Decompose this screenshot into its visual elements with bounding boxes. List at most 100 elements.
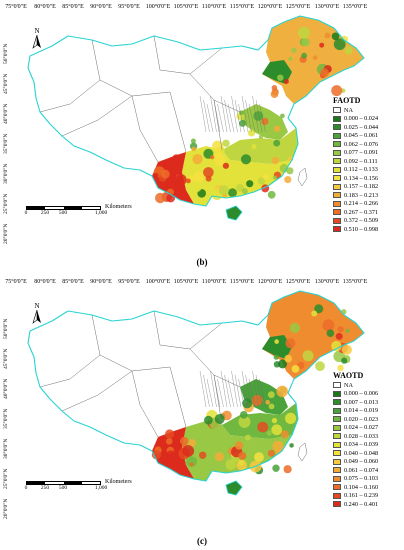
latitude-label: 50°0'0"N [3,318,9,339]
county-patch [283,79,289,84]
scale-tick: 250 [40,210,50,216]
county-patch [345,328,350,333]
map-canvas [27,290,365,496]
legend-label: 0.214 – 0.266 [344,200,379,208]
county-patch [344,46,353,55]
county-patch [218,185,229,196]
legend-title: WAOTD [333,371,364,380]
county-boundary [91,39,171,97]
county-patch [214,452,224,462]
county-patch [280,113,285,119]
county-patch [175,174,187,186]
county-patch [247,129,256,137]
legend-item: 0.183 – 0.213 [333,191,403,200]
county-patch [160,169,170,179]
county-patch [331,32,340,41]
longitude-label: 95°0'0"E [118,4,140,10]
county-patch [258,134,264,139]
county-patch [266,430,272,436]
legend-label: 0.077 – 0.091 [344,149,379,157]
legend-item: NA [333,106,403,115]
legend-label: NA [344,381,353,389]
county-patch [242,188,248,195]
region-north-china [240,379,288,415]
scale-bar: Kilometers 0 250 500 1,000 [24,479,136,493]
latitude-label: 25°0'0"N [3,193,9,214]
county-patch [289,322,300,334]
longitude-label: 80°0'0"E [34,4,56,10]
latitude-label: 20°0'0"N [3,223,9,244]
legend-swatch [333,399,341,406]
county-patch [331,340,342,352]
county-boundary [224,374,231,408]
legend-label: 0.240 – 0.401 [344,500,379,508]
legend-label: 0.134 – 0.156 [344,174,379,182]
county-patch [238,460,244,466]
scale-tick: 0 [24,485,28,491]
county-patch [214,414,225,424]
map-panel-c: 75°0'0"E 80°0'0"E 85°0'0"E 90°0'0"E 95°0'0"E… [0,275,404,550]
county-boundary [217,378,224,408]
county-patch [246,386,253,393]
county-patch [265,400,271,405]
legend-item: 0.062 – 0.076 [333,140,403,149]
longitude-label: 105°0'0"E [173,279,199,285]
legend-label: 0.267 – 0.371 [344,208,379,216]
region-northeast-dark [262,60,292,84]
region-hainan [226,206,242,220]
longitude-label: 100°0'0"E [145,279,171,285]
county-patch [192,171,204,183]
legend-label: 0.049 – 0.060 [344,458,379,466]
county-patch [341,357,348,364]
legend-label: 0.025 – 0.044 [344,123,379,131]
county-boundary [169,366,187,428]
longitude-label: 90°0'0"E [90,4,112,10]
county-boundary [153,35,223,75]
county-patch [192,183,202,192]
county-patch [254,452,264,462]
county-patch [272,464,280,472]
county-patch [331,85,343,97]
legend-swatch [333,200,341,207]
legend-label: 0.075 – 0.103 [344,475,379,483]
county-patch [210,155,215,160]
county-boundary [255,374,263,408]
north-arrow-icon [32,34,41,49]
county-patch [204,415,213,425]
county-boundary [210,370,217,408]
panel-caption: (b) [196,257,208,267]
county-patch [222,162,229,169]
panel-caption: (c) [197,536,207,546]
legend-swatch [333,475,341,482]
county-patch [165,438,173,445]
county-boundary [227,103,235,133]
county-patch [337,326,344,333]
national-boundary [27,15,365,207]
longitude-label: 95°0'0"E [118,279,140,285]
county-patch [166,193,175,203]
county-patch [244,434,251,441]
legend-label: 0.040 – 0.048 [344,449,379,457]
latitude-label: 40°0'0"N [3,378,9,399]
scale-bar-graphic [26,206,101,210]
legend-swatch [333,433,341,440]
longitude-label: 130°0'0"E [314,4,340,10]
county-patch [289,443,294,448]
county-patch [267,391,275,399]
scale-bar-graphic [26,481,101,485]
county-boundary [61,370,133,412]
county-boundary [259,103,266,133]
longitude-label: 85°0'0"E [62,279,84,285]
legend-item: 0.372 – 0.509 [333,217,403,226]
county-boundary [153,310,223,350]
county-boundary [203,374,210,408]
longitude-label: 115°0'0"E [229,4,255,10]
county-patch [186,178,191,184]
county-boundary [39,79,101,113]
legend-item: 0.214 – 0.266 [333,200,403,209]
legend-item: 0.040 – 0.048 [333,449,403,458]
county-patch [176,436,182,441]
legend-item: 0.134 – 0.156 [333,174,403,183]
county-patch [222,139,230,147]
north-arrow: N [30,28,44,54]
